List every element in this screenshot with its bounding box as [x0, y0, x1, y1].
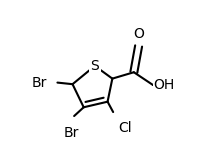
Text: O: O [133, 27, 144, 41]
Text: OH: OH [154, 78, 175, 92]
Text: Br: Br [63, 126, 79, 140]
Text: Br: Br [32, 76, 47, 90]
Text: S: S [90, 59, 99, 73]
Text: Cl: Cl [118, 121, 132, 135]
